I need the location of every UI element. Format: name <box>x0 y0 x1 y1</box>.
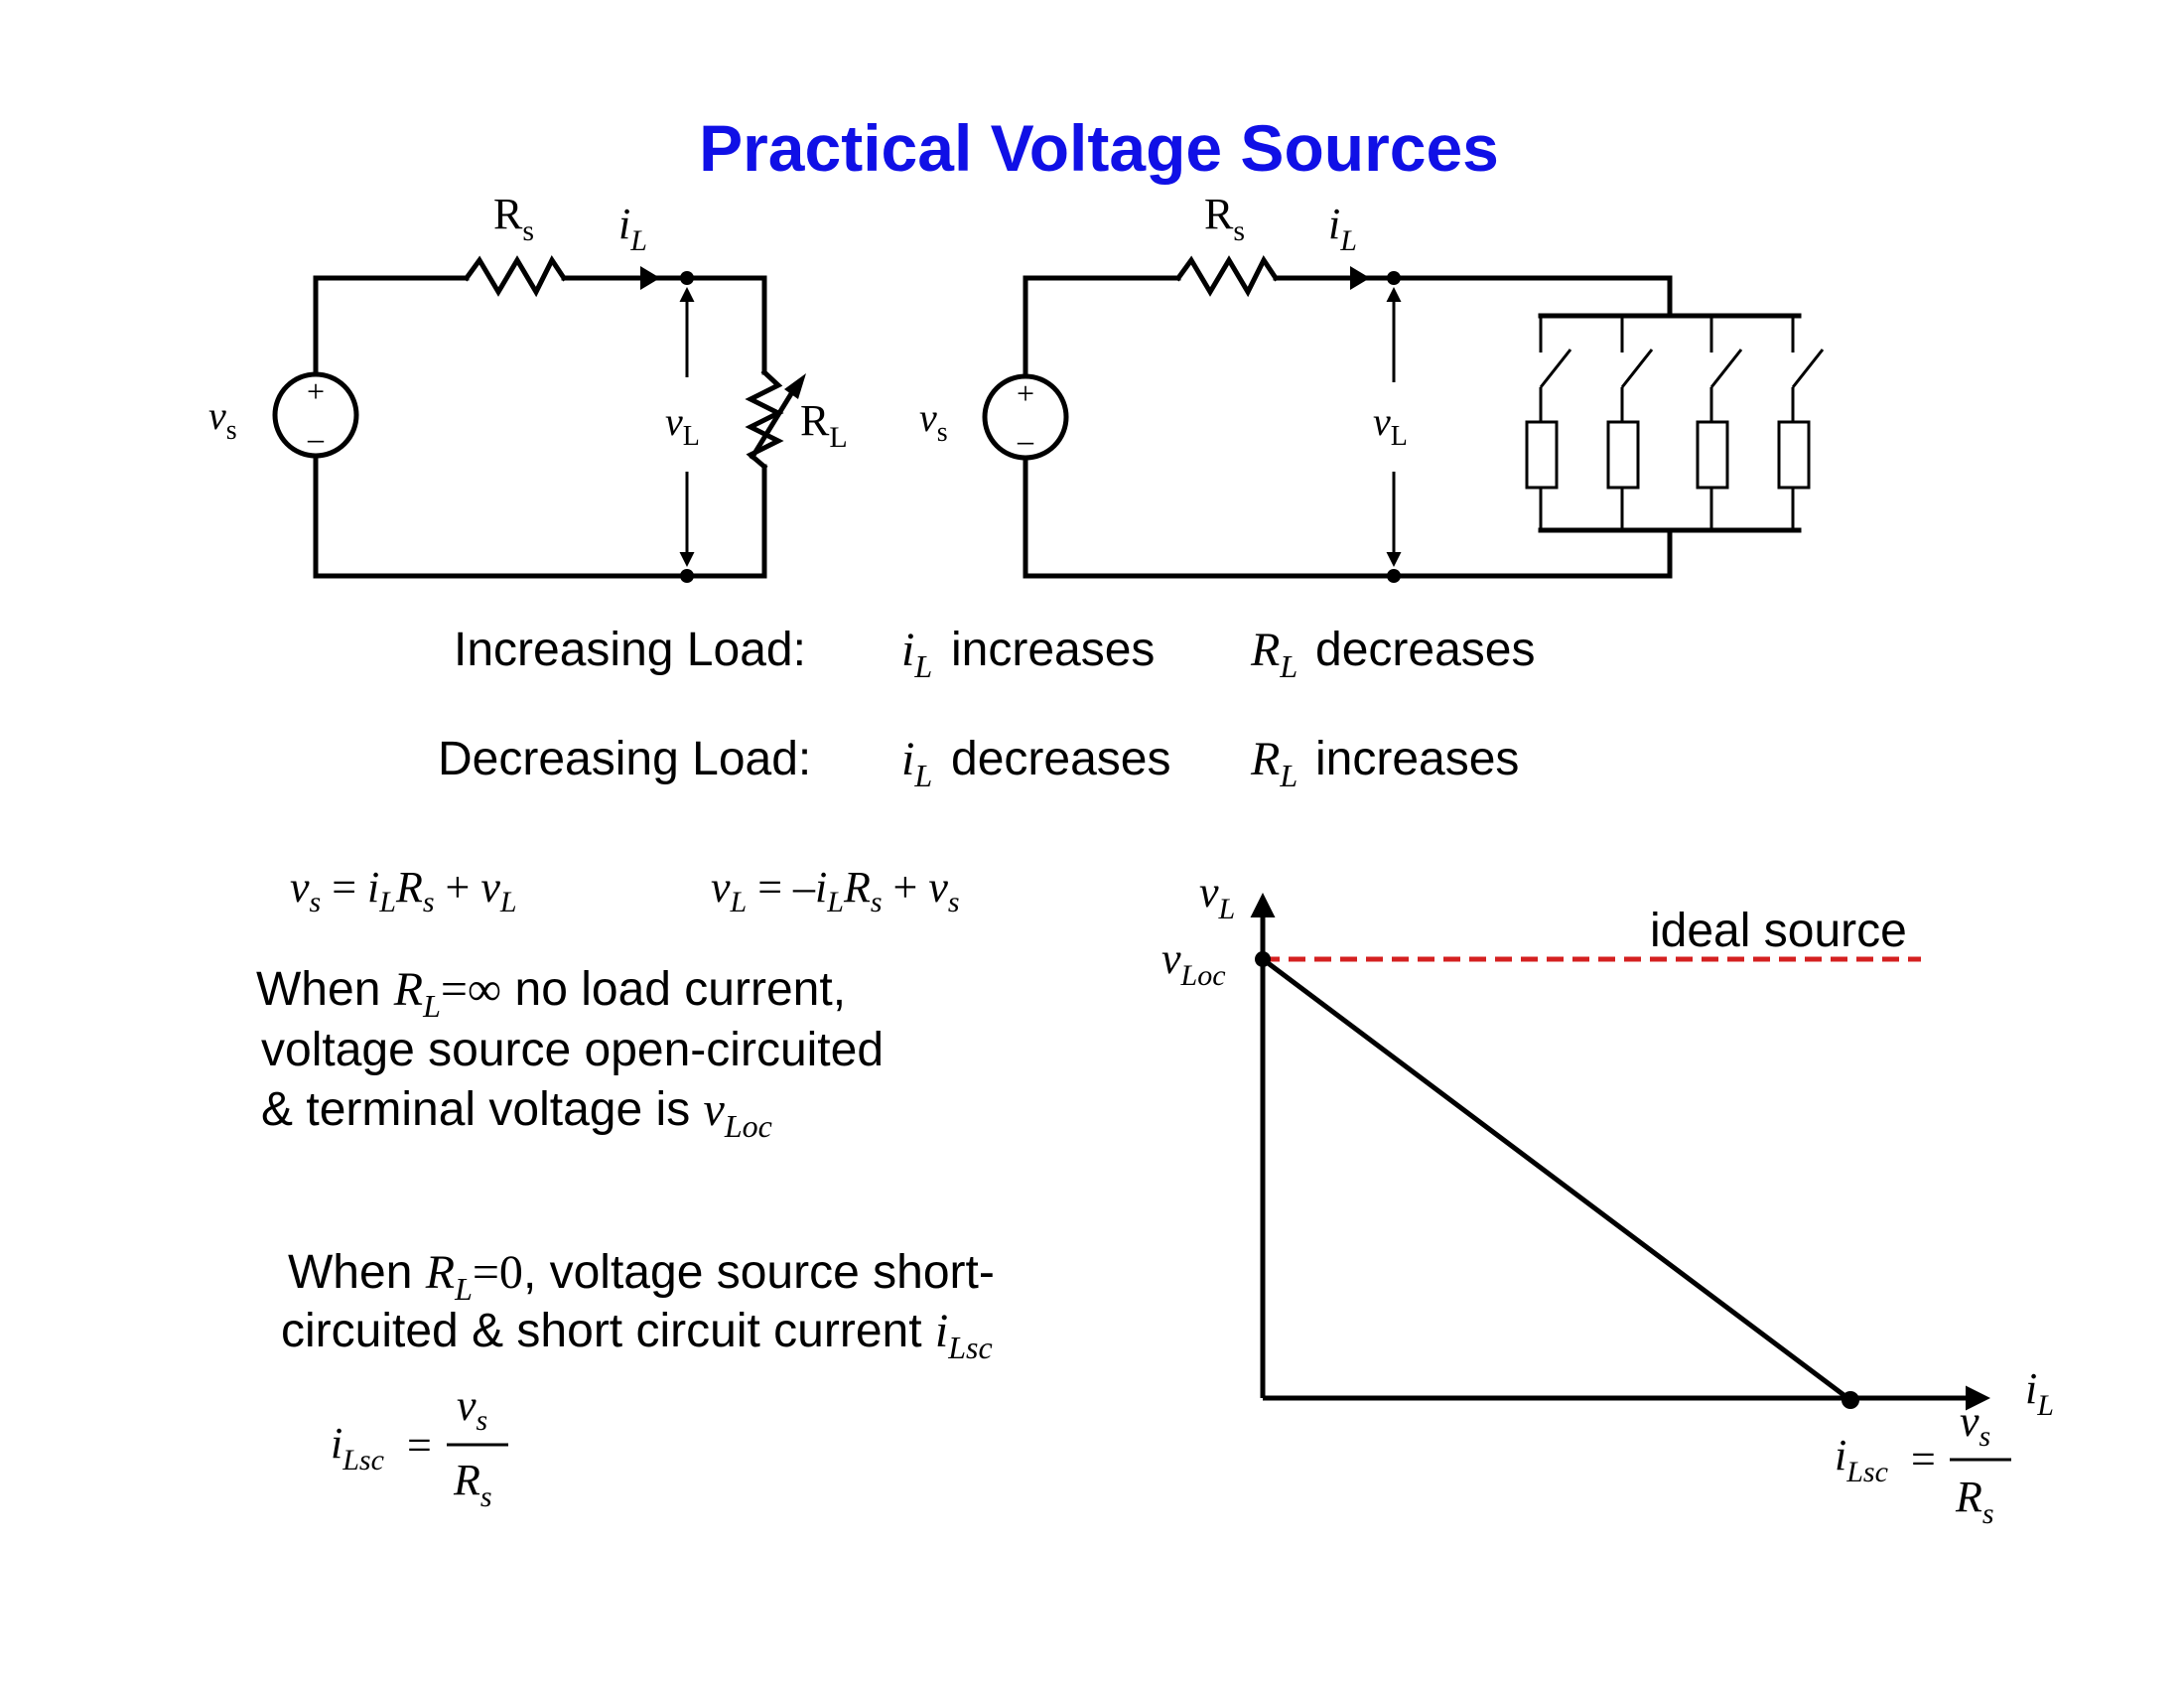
node-bottom <box>680 569 694 583</box>
variable-arrow-icon <box>749 388 796 461</box>
formula-lhs: iLsc <box>331 1419 384 1477</box>
rl-increases-text: increases <box>1315 733 1519 785</box>
rl-label: RL <box>800 396 848 454</box>
switch-icon <box>1709 349 1743 388</box>
open-circuit-line-1: When RL=∞ no load current, <box>256 963 846 1024</box>
plus-sign: + <box>1017 375 1034 411</box>
node-top <box>680 271 694 285</box>
il-symbol: iL <box>901 733 932 793</box>
x-axis-label: iL <box>2025 1364 2054 1422</box>
short-circuit-note: When RL=0, voltage source short- circuit… <box>281 1246 995 1365</box>
rl-symbol: RL <box>1250 733 1297 793</box>
switch-icon <box>1791 349 1825 388</box>
decreasing-load-label: Decreasing Load: <box>438 733 811 785</box>
il-arrow <box>1350 266 1370 290</box>
increasing-load-label: Increasing Load: <box>454 624 806 676</box>
plus-sign: + <box>307 373 325 409</box>
ilsc-point <box>1842 1391 1859 1409</box>
y-axis-label: vL <box>1199 868 1235 925</box>
vi-characteristic-graph: vL iL vLoc ideal source iLsc = vs Rs <box>1161 868 2054 1530</box>
vl-label: vL <box>665 399 700 452</box>
load-branch-2 <box>1606 316 1654 530</box>
rs-label: Rs <box>1204 190 1245 247</box>
ilsc-graph-denominator: Rs <box>1955 1473 1994 1530</box>
switch-icon <box>1539 349 1572 388</box>
vs-label: vs <box>208 393 237 446</box>
rs-label: Rs <box>493 190 534 247</box>
rl-decreases-text: decreases <box>1315 624 1535 676</box>
il-label: iL <box>1328 200 1357 257</box>
switched-load-bank <box>1525 313 1825 533</box>
resistor-icon <box>1696 420 1729 490</box>
right-circuit: + – <box>919 190 1825 583</box>
rs-resistor <box>463 255 568 298</box>
il-increases-text: increases <box>951 624 1155 676</box>
formula-denominator: Rs <box>453 1456 492 1513</box>
vloc-point <box>1255 951 1271 967</box>
short-circuit-line-2: circuited & short circuit current iLsc <box>281 1305 993 1365</box>
vl-equation: vL = –iLRs + vs <box>711 863 960 918</box>
ilsc-graph-formula: iLsc = vs Rs <box>1835 1397 2011 1530</box>
resistor-icon <box>1777 420 1811 490</box>
load-branch-4 <box>1777 316 1825 530</box>
il-label: iL <box>618 200 647 257</box>
resistor-icon <box>1525 420 1559 490</box>
load-table: Increasing Load: iL increases RL decreas… <box>438 624 1535 793</box>
switch-icon <box>1620 349 1654 388</box>
load-line <box>1261 957 1852 1402</box>
node-bottom <box>1387 569 1401 583</box>
page-title: Practical Voltage Sources <box>699 111 1499 185</box>
kvl-equation: vs = iLRs + vL <box>290 863 517 918</box>
il-arrow <box>640 266 660 290</box>
vloc-label: vLoc <box>1161 934 1226 992</box>
vs-label: vs <box>919 395 948 448</box>
ilsc-graph-equals: = <box>1911 1435 1936 1483</box>
open-circuit-line-3: & terminal voltage is vLoc <box>261 1083 772 1144</box>
ideal-source-label: ideal source <box>1650 905 1907 957</box>
ilsc-graph-lhs: iLsc <box>1835 1431 1888 1488</box>
ilsc-graph-numerator: vs <box>1960 1397 1990 1453</box>
il-symbol: iL <box>901 624 932 684</box>
node-top <box>1387 271 1401 285</box>
open-circuit-note: When RL=∞ no load current, voltage sourc… <box>256 963 884 1144</box>
short-circuit-line-1: When RL=0, voltage source short- <box>288 1246 995 1307</box>
minus-sign: – <box>307 420 325 456</box>
left-circuit: + – Rs iL vs vL RL <box>208 190 848 583</box>
load-branch-3 <box>1696 316 1743 530</box>
formula-numerator: vs <box>457 1381 487 1437</box>
rl-symbol: RL <box>1250 624 1297 684</box>
load-branch-1 <box>1525 316 1572 530</box>
ilsc-formula: iLsc = vs Rs <box>331 1381 508 1513</box>
formula-equals: = <box>407 1421 432 1470</box>
vl-label: vL <box>1373 399 1408 452</box>
minus-sign: – <box>1017 422 1034 458</box>
rs-resistor <box>1174 255 1280 298</box>
open-circuit-line-2: voltage source open-circuited <box>261 1024 884 1076</box>
il-decreases-text: decreases <box>951 733 1170 785</box>
resistor-icon <box>1606 420 1640 490</box>
